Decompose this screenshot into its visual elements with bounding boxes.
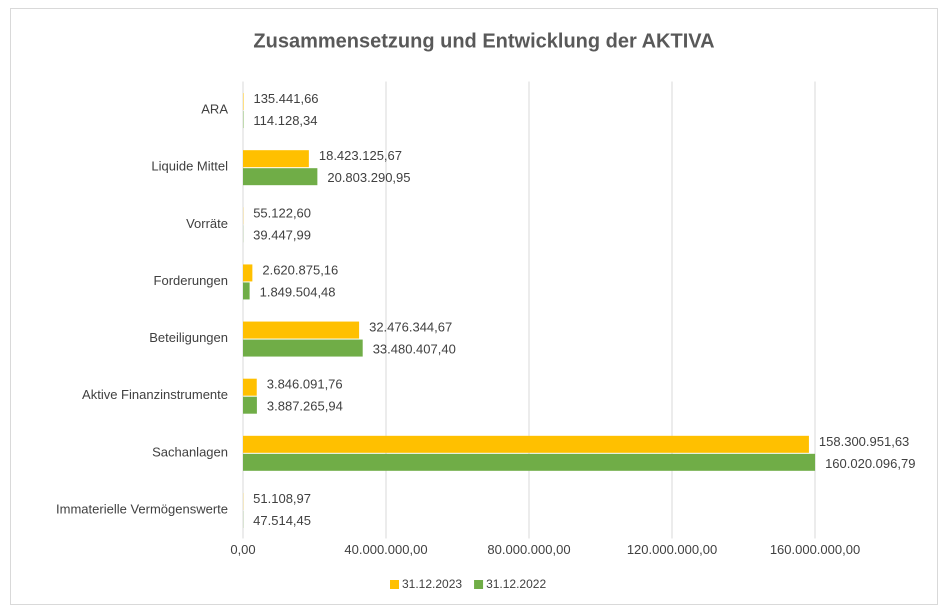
bar (243, 168, 318, 186)
x-tick-label: 160.000.000,00 (770, 542, 860, 557)
bar (243, 264, 253, 282)
legend-label: 31.12.2023 (402, 577, 462, 591)
bar (243, 378, 257, 396)
x-tick-label: 0,00 (230, 542, 255, 557)
y-tick-label: Immaterielle Vermögenswerte (56, 501, 228, 516)
data-label: 114.128,34 (253, 113, 317, 128)
data-label: 158.300.951,63 (819, 434, 909, 449)
bar (243, 282, 250, 300)
data-label: 20.803.290,95 (327, 170, 410, 185)
data-label: 33.480.407,40 (373, 342, 456, 357)
legend-swatch (390, 580, 399, 589)
data-label: 3.846.091,76 (267, 377, 343, 392)
bar (243, 435, 809, 453)
y-tick-label: Forderungen (154, 273, 228, 288)
bar (243, 453, 816, 471)
bar (243, 339, 363, 357)
data-label: 160.020.096,79 (825, 456, 915, 471)
data-label: 47.514,45 (253, 513, 311, 528)
bar (243, 396, 257, 414)
legend-label: 31.12.2022 (486, 577, 546, 591)
bar (243, 150, 309, 168)
data-label: 51.108,97 (253, 491, 311, 506)
data-label: 2.620.875,16 (262, 262, 338, 277)
data-label: 18.423.125,67 (319, 148, 402, 163)
legend-swatch (474, 580, 484, 589)
y-tick-label: Beteiligungen (149, 330, 228, 345)
y-tick-label: Sachanlagen (152, 444, 228, 459)
x-tick-label: 120.000.000,00 (627, 542, 717, 557)
bar (243, 321, 360, 339)
data-label: 135.441,66 (253, 91, 318, 106)
data-label: 1.849.504,48 (260, 284, 336, 299)
data-label: 39.447,99 (253, 227, 311, 242)
data-label: 32.476.344,67 (369, 320, 452, 335)
data-label: 3.887.265,94 (267, 399, 343, 414)
y-tick-label: Vorräte (186, 216, 228, 231)
x-tick-label: 40.000.000,00 (344, 542, 427, 557)
x-tick-label: 80.000.000,00 (487, 542, 570, 557)
y-tick-label: Liquide Mittel (151, 159, 228, 174)
y-tick-label: Aktive Finanzinstrumente (82, 387, 228, 402)
data-label: 55.122,60 (253, 205, 311, 220)
chart-frame (10, 8, 938, 605)
chart-title: Zusammensetzung und Entwicklung der AKTI… (253, 30, 714, 52)
y-tick-label: ARA (201, 102, 228, 117)
